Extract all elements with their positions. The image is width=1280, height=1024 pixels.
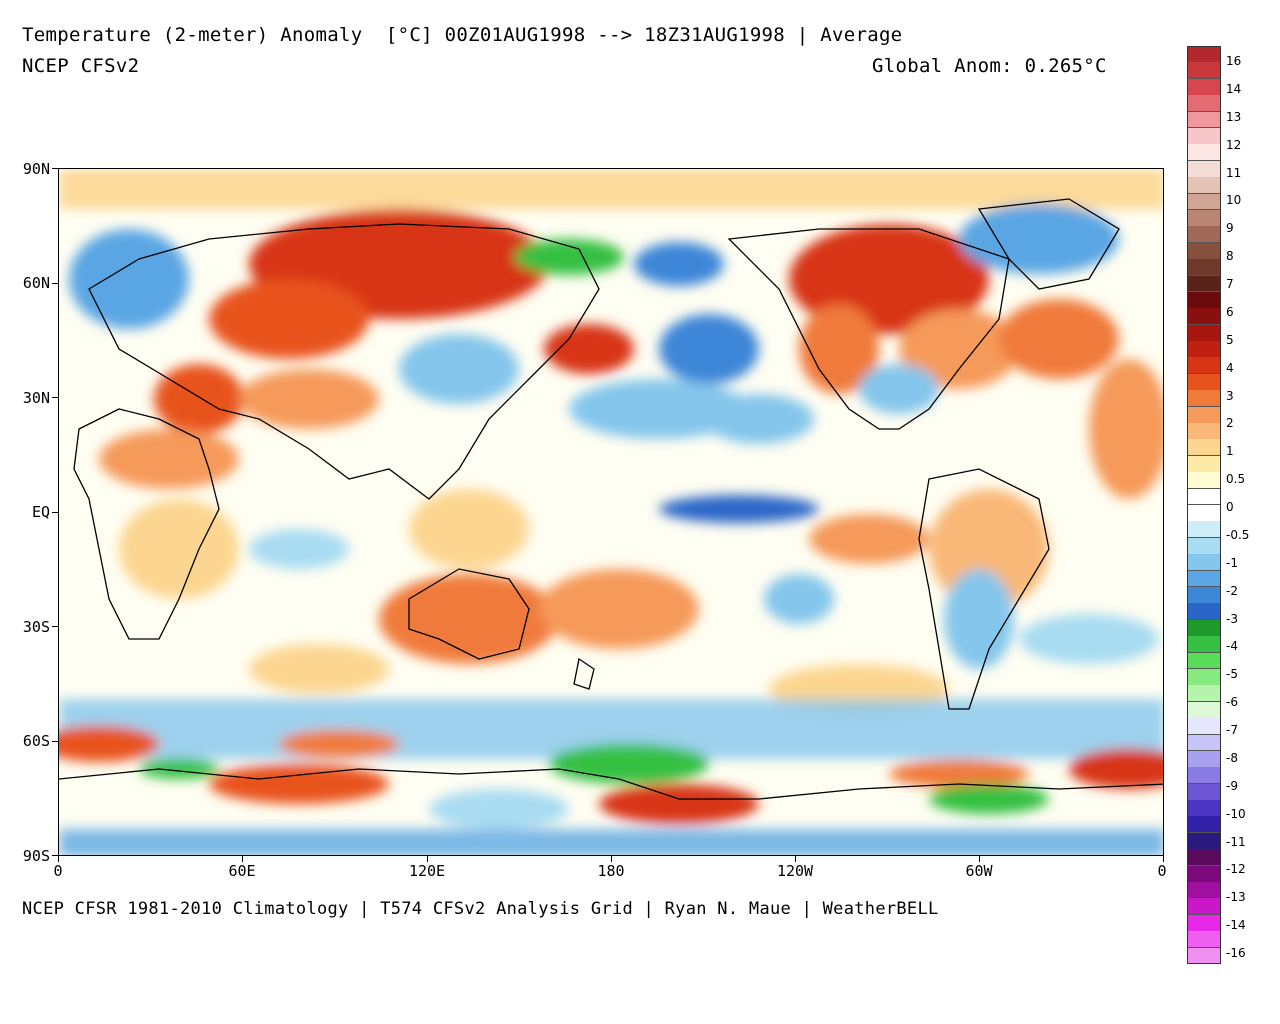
- color-scale-label: 5: [1226, 332, 1234, 347]
- color-scale-label: 14: [1226, 81, 1242, 96]
- color-scale-label: 1: [1226, 444, 1234, 459]
- color-scale-cell: [1187, 603, 1221, 621]
- lat-label-30s: 30S: [22, 618, 50, 636]
- lon-tick: [795, 856, 796, 862]
- lon-label-60e: 60E: [228, 862, 256, 880]
- color-scale-label: -11: [1226, 834, 1246, 849]
- color-scale-label: -9: [1226, 778, 1238, 793]
- lat-tick: [52, 397, 58, 398]
- color-scale-border: [1187, 46, 1221, 964]
- model-name: NCEP CFSv2: [22, 55, 140, 77]
- anomaly-field: [59, 169, 1163, 855]
- color-scale-label: 8: [1226, 249, 1234, 264]
- color-scale-label: -12: [1226, 862, 1246, 877]
- color-scale-label: -3: [1226, 611, 1238, 626]
- color-scale-cell: [1187, 718, 1221, 735]
- color-scale-label: 3: [1226, 388, 1234, 403]
- color-scale-label: 6: [1226, 304, 1234, 319]
- credits-footer: NCEP CFSR 1981-2010 Climatology | T574 C…: [22, 899, 939, 919]
- color-scale-label: 13: [1226, 109, 1242, 124]
- lon-label-120e: 120E: [408, 862, 446, 880]
- lat-tick: [52, 168, 58, 169]
- color-scale-label: 0.5: [1226, 472, 1246, 487]
- lon-label-0-east: 0: [1157, 862, 1167, 880]
- color-scale-label: 10: [1226, 193, 1242, 208]
- color-scale-cell: [1187, 488, 1221, 506]
- lon-label-60w: 60W: [965, 862, 993, 880]
- lat-label-90n: 90N: [22, 160, 50, 178]
- color-scale-label: -5: [1226, 667, 1238, 682]
- coastlines: [59, 198, 1163, 800]
- color-scale-label: -4: [1226, 639, 1238, 654]
- color-scale-label: -1: [1226, 555, 1238, 570]
- color-scale-label: -10: [1226, 806, 1246, 821]
- color-scale-label: 7: [1226, 277, 1234, 291]
- lon-tick: [427, 856, 428, 862]
- color-scale-label: -16: [1226, 946, 1246, 960]
- color-scale-label: 12: [1226, 137, 1242, 152]
- color-scale-label: -13: [1226, 890, 1246, 905]
- color-scale-label: -14: [1226, 918, 1246, 933]
- color-scale-bar: [1187, 46, 1221, 965]
- color-scale-label: 16: [1226, 54, 1242, 68]
- lat-tick: [52, 626, 58, 627]
- color-scale-label: -0.5: [1226, 527, 1250, 542]
- anomaly-map-graphic: [59, 169, 1163, 855]
- color-scale-label: -8: [1226, 750, 1238, 765]
- lat-label-90s: 90S: [22, 847, 50, 865]
- lon-tick: [979, 856, 980, 862]
- lat-tick: [52, 283, 58, 284]
- color-scale-label: -2: [1226, 583, 1238, 598]
- lat-label-30n: 30N: [22, 389, 50, 407]
- lon-tick: [1163, 856, 1164, 862]
- color-scale-label: -6: [1226, 695, 1238, 710]
- anomaly-map: [58, 168, 1164, 856]
- lat-label-60n: 60N: [22, 274, 50, 292]
- color-scale-label: -7: [1226, 723, 1238, 737]
- lat-tick: [52, 855, 58, 856]
- color-scale-cell: [1187, 144, 1221, 162]
- color-scale-label: 0: [1226, 500, 1234, 514]
- lon-label-120w: 120W: [776, 862, 814, 880]
- color-scale-label: 4: [1226, 360, 1234, 375]
- lat-label-60s: 60S: [22, 732, 50, 750]
- lon-label-0: 0: [53, 862, 63, 880]
- color-scale-cell: [1187, 259, 1221, 276]
- lat-tick: [52, 741, 58, 742]
- global-anomaly-value: Global Anom: 0.265°C: [872, 55, 1107, 77]
- color-scale-label: 2: [1226, 416, 1234, 431]
- lat-tick: [52, 512, 58, 513]
- lon-tick: [242, 856, 243, 862]
- map-title: Temperature (2-meter) Anomaly [°C] 00Z01…: [22, 24, 903, 46]
- color-scale-cell: [1187, 373, 1221, 391]
- color-scale-cell: [1187, 832, 1221, 850]
- lat-label-eq: EQ: [31, 503, 50, 521]
- color-scale-label: 11: [1226, 165, 1242, 180]
- lon-tick: [58, 856, 59, 862]
- color-scale-label: 9: [1226, 221, 1234, 236]
- lon-label-180: 180: [597, 862, 625, 880]
- lon-tick: [611, 856, 612, 862]
